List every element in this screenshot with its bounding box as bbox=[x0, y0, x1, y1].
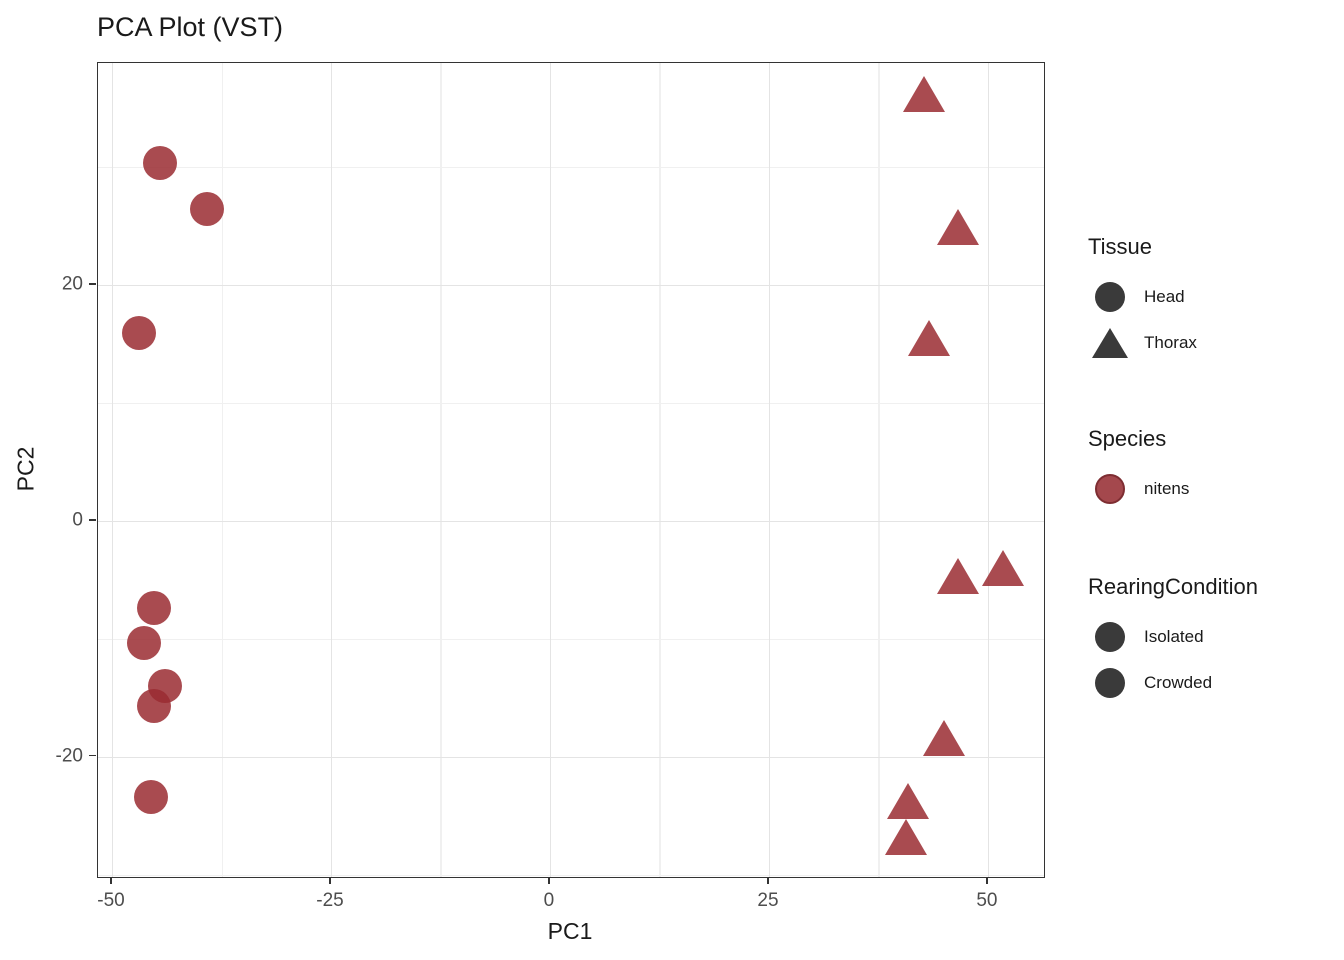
y-tick-label: 20 bbox=[61, 273, 83, 295]
major-gridline bbox=[98, 284, 1044, 287]
x-tick-label: 50 bbox=[976, 890, 998, 911]
y-tick-label: -20 bbox=[55, 745, 83, 767]
x-axis-title: PC1 bbox=[547, 918, 593, 944]
legend-label: nitens bbox=[1144, 479, 1190, 498]
data-point-head bbox=[143, 146, 178, 181]
legend-label: Isolated bbox=[1144, 627, 1204, 646]
y-tick-label: 0 bbox=[72, 509, 83, 531]
plot-title: PCA Plot (VST) bbox=[97, 12, 284, 42]
x-axis-tick bbox=[329, 877, 331, 884]
x-axis-tick bbox=[986, 877, 988, 884]
x-tick-label: 25 bbox=[757, 890, 779, 911]
data-point-head bbox=[134, 779, 169, 814]
major-gridline bbox=[98, 756, 1044, 759]
x-axis-tick bbox=[110, 877, 112, 884]
minor-gridline bbox=[440, 63, 442, 877]
data-point-thorax bbox=[902, 75, 945, 112]
x-axis-tick bbox=[767, 877, 769, 884]
data-point-head bbox=[137, 591, 172, 626]
y-axis-tick bbox=[89, 518, 96, 521]
data-point-head bbox=[122, 316, 157, 351]
data-point-head bbox=[137, 688, 172, 723]
legend-item-crowded: Crowded bbox=[1088, 660, 1258, 706]
y-axis-tick bbox=[89, 754, 96, 757]
data-point-head bbox=[126, 626, 161, 661]
data-point-head bbox=[189, 192, 224, 227]
nitens-circle-icon bbox=[1088, 466, 1132, 512]
legend-group-species: Species nitens bbox=[1088, 424, 1189, 512]
minor-gridline bbox=[98, 402, 1044, 405]
major-gridline bbox=[330, 63, 333, 877]
legend-group-rearing-condition: RearingCondition Isolated Crowded bbox=[1088, 572, 1258, 706]
x-tick-label: 0 bbox=[543, 890, 555, 911]
crowded-circle-icon bbox=[1088, 660, 1132, 706]
y-axis-title: PC2 bbox=[12, 446, 39, 492]
legend-item-nitens: nitens bbox=[1088, 466, 1189, 512]
minor-gridline bbox=[878, 63, 880, 877]
major-gridline bbox=[987, 63, 990, 877]
legend-label: Thorax bbox=[1144, 333, 1197, 352]
minor-gridline bbox=[98, 166, 1044, 169]
minor-gridline bbox=[98, 874, 1044, 877]
legend-label: Crowded bbox=[1144, 673, 1213, 692]
y-axis-tick bbox=[89, 282, 96, 285]
legend-item-thorax: Thorax bbox=[1088, 320, 1197, 366]
minor-gridline bbox=[98, 638, 1044, 641]
major-gridline bbox=[112, 63, 114, 877]
major-gridline bbox=[549, 63, 552, 877]
data-point-thorax bbox=[937, 558, 980, 595]
thorax-triangle-icon bbox=[1088, 320, 1132, 366]
isolated-circle-icon bbox=[1088, 614, 1132, 660]
data-point-thorax bbox=[884, 818, 927, 855]
legend-title-tissue: Tissue bbox=[1088, 234, 1152, 259]
legend-title-rearing-condition: RearingCondition bbox=[1088, 574, 1258, 599]
legend-item-head: Head bbox=[1088, 274, 1197, 320]
major-gridline bbox=[98, 520, 1044, 523]
major-gridline bbox=[768, 63, 771, 877]
head-circle-icon bbox=[1088, 274, 1132, 320]
x-axis-tick bbox=[548, 877, 550, 884]
legend-label: Head bbox=[1144, 287, 1185, 306]
legend-group-tissue: Tissue Head Thorax bbox=[1088, 232, 1197, 366]
data-point-thorax bbox=[923, 719, 966, 756]
x-tick-label: -50 bbox=[97, 890, 125, 911]
legend-item-isolated: Isolated bbox=[1088, 614, 1258, 660]
data-point-thorax bbox=[887, 783, 930, 820]
minor-gridline bbox=[221, 63, 223, 877]
legend-title-species: Species bbox=[1088, 426, 1167, 451]
data-point-thorax bbox=[937, 208, 980, 245]
minor-gridline bbox=[659, 63, 661, 877]
data-point-thorax bbox=[908, 319, 951, 356]
plot-panel bbox=[97, 62, 1045, 878]
data-point-thorax bbox=[981, 549, 1024, 586]
x-tick-label: -25 bbox=[316, 890, 344, 911]
